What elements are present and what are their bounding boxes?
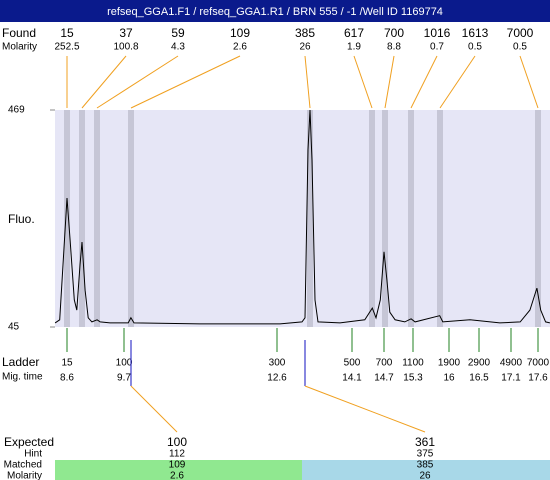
ladder-time: 14.7 xyxy=(374,373,394,384)
ladder-time: 16.5 xyxy=(469,373,489,384)
peak-band xyxy=(437,110,443,327)
peak-band xyxy=(535,110,541,327)
found-connector xyxy=(410,55,438,109)
ladder-time: 17.6 xyxy=(528,373,548,384)
ladder-size: 4900 xyxy=(500,358,523,369)
expected-row-label: Molarity xyxy=(7,471,42,480)
expected-value: 375 xyxy=(417,449,434,460)
plot-area xyxy=(55,110,550,327)
expected-row-label: Matched xyxy=(4,460,42,471)
found-connector xyxy=(384,55,395,109)
peak-band xyxy=(94,110,100,327)
expected-value: 385 xyxy=(417,460,434,471)
found-size: 59 xyxy=(171,26,185,40)
expected-value: 26 xyxy=(419,471,431,480)
ladder-time: 14.1 xyxy=(342,373,362,384)
ladder-size: 500 xyxy=(344,358,361,369)
found-molarity: 0.5 xyxy=(468,42,482,53)
found-molarity: 2.6 xyxy=(233,42,247,53)
peak-band xyxy=(408,110,414,327)
found-connector xyxy=(519,55,539,109)
peak-band xyxy=(79,110,85,327)
expected-value: 361 xyxy=(415,435,435,449)
expected-value: 2.6 xyxy=(170,471,184,480)
found-molarity: 8.8 xyxy=(387,42,401,53)
found-connector xyxy=(353,55,373,109)
expected-value: 109 xyxy=(169,460,186,471)
found-size: 109 xyxy=(230,26,250,40)
peak-band xyxy=(382,110,388,327)
found-connector xyxy=(130,55,241,109)
expected-value: 112 xyxy=(169,449,185,460)
ladder-size: 15 xyxy=(61,358,73,369)
found-size: 385 xyxy=(295,26,315,40)
peak-band xyxy=(128,110,134,327)
found-size: 700 xyxy=(384,26,404,40)
found-connector xyxy=(96,55,179,109)
found-molarity: 100.8 xyxy=(113,42,138,53)
ladder-time: 15.3 xyxy=(403,373,423,384)
expected-connector xyxy=(304,385,426,433)
ladder-size: 700 xyxy=(376,358,393,369)
ladder-time: 8.6 xyxy=(60,373,74,384)
ladder-size: 1100 xyxy=(402,358,424,369)
expected-connector xyxy=(130,385,178,433)
ladder-size: 2900 xyxy=(468,358,491,369)
found-molarity: 0.5 xyxy=(513,42,527,53)
ladder-label: Ladder xyxy=(2,355,39,369)
peak-band xyxy=(369,110,375,327)
peak-band xyxy=(307,110,313,327)
found-molarity: 4.3 xyxy=(171,42,185,53)
found-connector xyxy=(439,55,476,109)
found-connector xyxy=(81,55,127,109)
found-molarity: 1.9 xyxy=(347,42,361,53)
ladder-size: 100 xyxy=(116,358,133,369)
ladder-time: 17.1 xyxy=(501,373,521,384)
ladder-time-label: Mig. time xyxy=(2,372,43,383)
found-size: 617 xyxy=(344,26,364,40)
found-molarity: 252.5 xyxy=(54,42,79,53)
expected-row-label: Hint xyxy=(24,449,42,460)
header-bar xyxy=(0,0,550,22)
found-size: 1016 xyxy=(424,26,451,40)
trace xyxy=(54,109,550,325)
ladder-size: 300 xyxy=(269,358,286,369)
ladder-size: 1900 xyxy=(438,358,461,369)
found-size: 7000 xyxy=(507,26,534,40)
found-molarity: 26 xyxy=(299,42,311,53)
expected-value: 100 xyxy=(167,435,187,449)
expected-row-label: Expected xyxy=(4,435,54,449)
peak-band xyxy=(64,110,70,327)
found-size: 15 xyxy=(60,26,74,40)
matched-band-1 xyxy=(55,460,302,480)
ladder-time: 16 xyxy=(443,373,455,384)
header-title: refseq_GGA1.F1 / refseq_GGA1.R1 / BRN 55… xyxy=(107,6,443,18)
y-tick-label: 469 xyxy=(8,105,25,116)
ladder-time: 9.7 xyxy=(117,373,131,384)
found-label: Found xyxy=(2,26,36,40)
ladder-size: 7000 xyxy=(527,358,550,369)
ladder-time: 12.6 xyxy=(267,373,287,384)
y-tick-label: 45 xyxy=(8,322,20,333)
found-molarity-label: Molarity xyxy=(2,42,37,53)
found-connector xyxy=(304,55,311,109)
found-size: 37 xyxy=(119,26,133,40)
found-molarity: 0.7 xyxy=(430,42,444,53)
found-size: 1613 xyxy=(462,26,489,40)
y-axis-label: Fluo. xyxy=(8,212,35,226)
matched-band-2 xyxy=(302,460,550,480)
